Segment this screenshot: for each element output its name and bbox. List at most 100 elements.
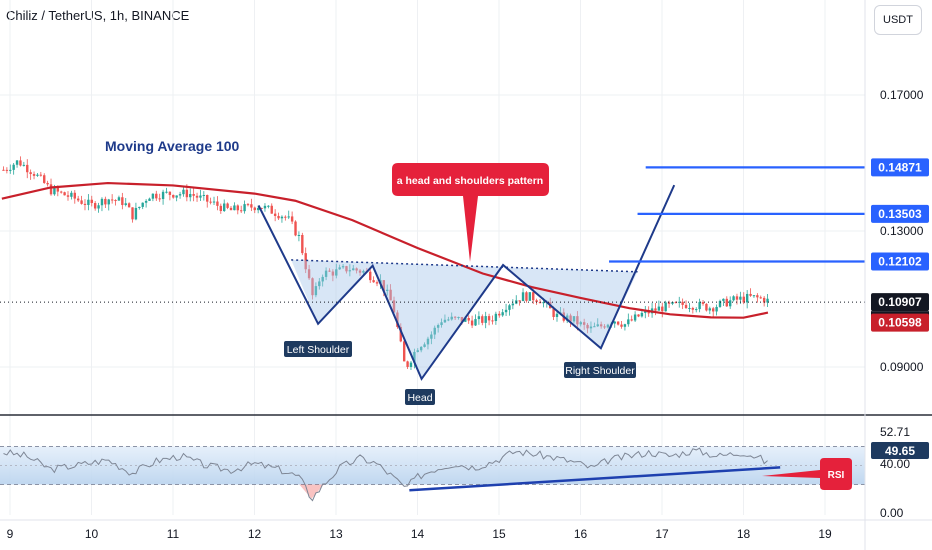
candle-body <box>762 297 766 303</box>
time-tick-label: 16 <box>574 527 588 541</box>
time-tick-label: 18 <box>737 527 751 541</box>
candle-body <box>599 324 603 327</box>
candle-body <box>661 306 664 312</box>
pattern-shade <box>291 259 638 379</box>
candle-body <box>467 317 470 321</box>
candle-body <box>53 187 56 195</box>
annotations: Moving Average 100 a head and shoulders p… <box>105 138 852 490</box>
candle-body <box>430 334 433 339</box>
price-tick-label: 0.09000 <box>880 360 924 374</box>
candle-body <box>141 202 144 207</box>
candle-body <box>60 191 63 193</box>
level-price-tag: 0.12102 <box>871 252 929 271</box>
candle-body <box>576 316 579 325</box>
candle-body <box>36 174 39 176</box>
price-pane <box>0 156 865 381</box>
candle-body <box>491 320 494 322</box>
time-tick-label: 19 <box>818 527 832 541</box>
candle-body <box>29 172 32 175</box>
candle-body <box>362 270 365 273</box>
time-tick-label: 14 <box>411 527 425 541</box>
candle-body <box>630 319 633 321</box>
candle-body <box>667 302 671 304</box>
candle-body <box>406 361 409 367</box>
candle-body <box>487 316 491 321</box>
candle-body <box>477 316 481 320</box>
candle-body <box>352 268 355 271</box>
candle-body <box>9 169 12 171</box>
candle-body <box>718 300 722 307</box>
pattern-callout: a head and shoulders pattern <box>392 163 549 262</box>
candle-body <box>453 316 457 318</box>
candle-body <box>728 300 732 307</box>
candle-body <box>161 191 165 200</box>
candle-body <box>582 322 586 325</box>
rsi-pane <box>0 446 865 502</box>
candle-body <box>698 302 701 310</box>
candle-body <box>525 292 528 301</box>
candle-body <box>603 326 606 328</box>
candle-body <box>341 266 345 268</box>
candle-body <box>2 169 5 171</box>
candle-body <box>372 280 375 283</box>
candle-body <box>131 207 134 220</box>
candle-body <box>745 293 749 303</box>
candle-body <box>172 194 175 198</box>
candle-body <box>518 300 521 302</box>
candle-body <box>260 207 263 209</box>
candle-body <box>73 192 76 199</box>
currency-button[interactable]: USDT <box>874 5 922 35</box>
candle-body <box>535 300 538 302</box>
candle-body <box>712 308 715 312</box>
moving-average-line <box>1 181 769 319</box>
candle-body <box>494 313 498 322</box>
candle-body <box>358 270 362 273</box>
candle-body <box>722 298 725 301</box>
candle-body <box>402 341 406 362</box>
pattern-line <box>257 184 676 381</box>
candle-body <box>97 205 100 209</box>
candle-body <box>56 187 60 192</box>
candle-body <box>684 304 688 309</box>
candle-body <box>552 308 555 317</box>
candle-body <box>32 174 36 176</box>
candle-body <box>586 324 589 329</box>
candle-body <box>725 298 728 307</box>
candle-body <box>250 204 253 208</box>
candle-body <box>148 198 151 201</box>
candle-body <box>229 207 233 211</box>
candle-body <box>182 189 185 195</box>
candle-body <box>263 205 267 209</box>
left-shoulder-label-bg <box>284 341 352 357</box>
time-tick-label: 13 <box>329 527 343 541</box>
level-price-tag-text: 0.13503 <box>878 207 922 221</box>
candle-body <box>294 221 297 236</box>
candle-body <box>671 302 674 304</box>
candle-body <box>345 266 348 272</box>
candle-body <box>399 326 402 342</box>
candle-body <box>348 270 352 272</box>
candle-body <box>338 267 341 270</box>
candle-body <box>419 346 423 351</box>
candle-body <box>742 296 745 303</box>
candle-body <box>321 276 324 282</box>
candle-body <box>328 270 331 272</box>
candle-body <box>236 205 239 211</box>
candle-body <box>579 322 582 325</box>
right-shoulder-label-text: Right Shoulder <box>565 365 635 377</box>
candle-body <box>314 286 318 296</box>
rsi-callout-shape <box>762 458 852 490</box>
candle-body <box>287 216 290 218</box>
candle-body <box>481 316 484 323</box>
candle-body <box>705 303 708 311</box>
candle-body <box>623 324 627 327</box>
candle-body <box>460 316 464 322</box>
level-price-tag-bg <box>871 158 929 177</box>
candle-body <box>253 207 256 211</box>
candle-body <box>39 174 43 176</box>
rsi-callout: RSI <box>762 458 852 490</box>
candle-body <box>664 302 667 312</box>
candle-body <box>382 280 386 291</box>
candle-body <box>15 160 19 165</box>
